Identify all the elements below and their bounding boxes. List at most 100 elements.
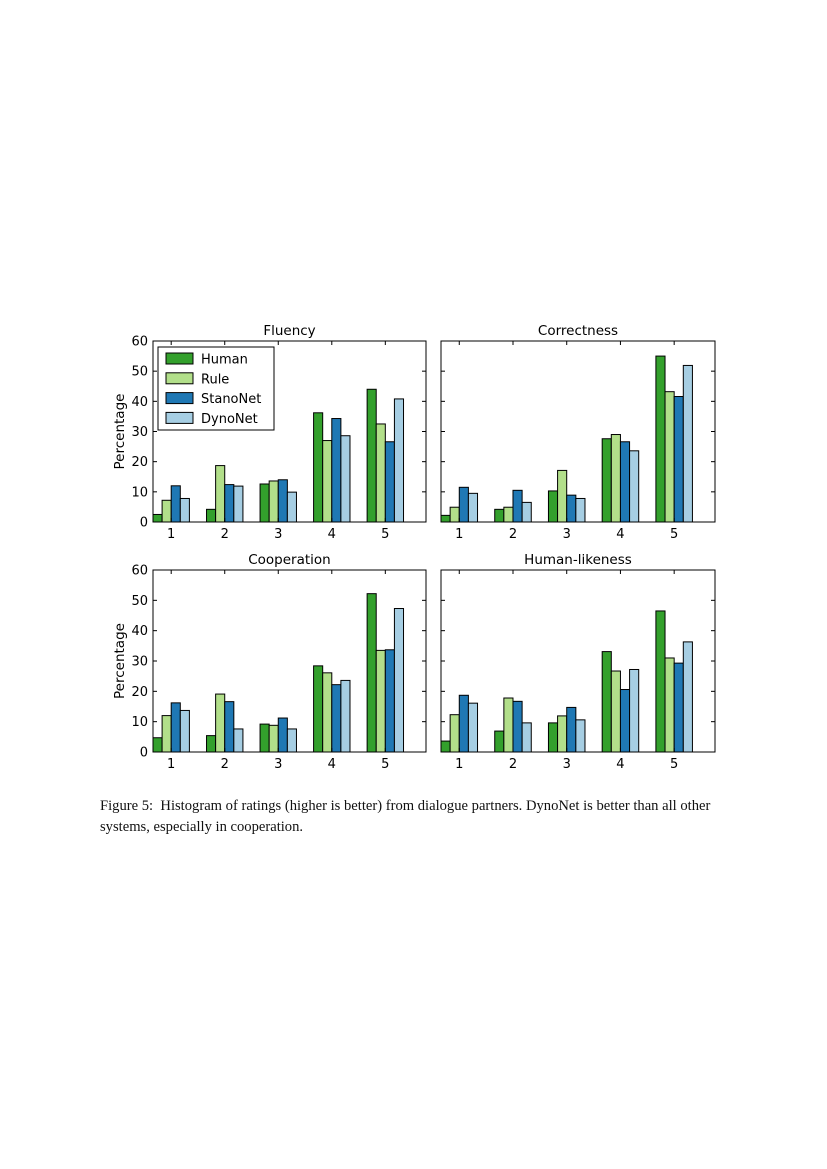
bar-rule-4	[610, 434, 621, 523]
bar-human-3	[259, 723, 270, 753]
x-tick-label: 2	[221, 757, 229, 772]
bar-human-2	[206, 735, 217, 753]
bar-stanonet-1	[170, 702, 181, 753]
bar-human-2	[206, 508, 217, 523]
bar-dynonet-1	[179, 709, 190, 753]
x-tick-label: 2	[509, 527, 517, 542]
bar-dynonet-2	[233, 728, 244, 753]
bar-rule-5	[664, 657, 675, 753]
bar-rule-4	[322, 672, 333, 753]
x-tick-label: 2	[221, 527, 229, 542]
bar-rule-2	[215, 693, 226, 753]
bar-dynonet-2	[233, 485, 244, 523]
bar-dynonet-4	[629, 450, 640, 523]
chart-title: Fluency	[263, 323, 315, 339]
caption-text: Histogram of ratings (higher is better) …	[100, 798, 715, 835]
chart-panel-2: 1 2 3 4 5 Correctness	[440, 323, 716, 542]
legend-label-rule: Rule	[201, 372, 229, 387]
bar-dynonet-3	[286, 728, 297, 753]
bar-human-3	[547, 490, 559, 523]
legend-swatch-dynonet	[165, 411, 194, 424]
y-tick-label: 50	[131, 365, 148, 380]
y-tick-label: 60	[131, 335, 148, 350]
chart-panel-1: 0 10 20 30 40 50 60 1 2 3 4 5 Fluency Percentage Human…	[112, 323, 427, 542]
bar-rule-3	[268, 724, 279, 753]
bar-human-4	[313, 412, 324, 523]
bar-dynonet-2	[521, 501, 532, 523]
y-tick-label: 60	[131, 564, 148, 579]
bar-dynonet-4	[340, 679, 351, 753]
bar-stanonet-2	[512, 700, 523, 753]
bar-stanonet-4	[619, 441, 631, 523]
legend-label-stanonet: StanoNet	[201, 392, 261, 407]
y-tick-label: 40	[131, 624, 148, 639]
y-axis-label: Percentage	[112, 394, 128, 470]
bar-human-1	[440, 740, 451, 753]
y-tick-label: 50	[131, 594, 148, 609]
bar-human-1	[152, 513, 163, 523]
legend-swatch-human	[165, 352, 194, 365]
bar-stanonet-4	[331, 418, 342, 523]
x-tick-label: 4	[328, 757, 336, 772]
x-tick-label: 5	[381, 527, 389, 542]
x-tick-label: 4	[616, 757, 624, 772]
x-tick-label: 1	[167, 757, 175, 772]
x-tick-label: 1	[455, 527, 463, 542]
caption-label: Figure 5:	[100, 798, 154, 814]
bar-human-5	[655, 610, 666, 753]
bar-human-2	[494, 730, 505, 753]
bar-rule-5	[664, 391, 675, 523]
y-tick-label: 10	[131, 485, 148, 500]
chart-title: Cooperation	[248, 552, 331, 568]
y-tick-label: 20	[131, 685, 148, 700]
bar-stanonet-4	[331, 684, 342, 753]
bar-stanonet-2	[512, 489, 523, 523]
bar-human-1	[440, 514, 451, 523]
bar-dynonet-5	[682, 364, 693, 523]
x-tick-label: 3	[563, 527, 571, 542]
bar-dynonet-5	[393, 608, 405, 753]
y-axis-label: Percentage	[112, 623, 128, 699]
chart-panel-4: 1 2 3 4 5 Human-likeness	[440, 552, 716, 772]
y-tick-label: 40	[131, 395, 148, 410]
bar-human-3	[259, 483, 270, 523]
y-tick-label: 0	[140, 746, 148, 761]
bar-stanonet-4	[619, 689, 631, 753]
x-tick-label: 5	[381, 757, 389, 772]
figure-caption: Figure 5: Histogram of ratings (higher i…	[100, 796, 740, 838]
bar-human-1	[152, 737, 163, 753]
bar-rule-5	[375, 423, 386, 523]
bar-rule-1	[449, 506, 460, 523]
bar-dynonet-3	[286, 491, 297, 523]
bar-dynonet-5	[682, 641, 693, 753]
bar-rule-1	[161, 499, 172, 523]
legend-swatch-stanonet	[165, 392, 194, 405]
bar-human-4	[313, 665, 324, 753]
bar-human-2	[494, 508, 505, 523]
x-tick-label: 4	[328, 527, 336, 542]
bar-stanonet-3	[566, 706, 577, 753]
bar-stanonet-5	[673, 396, 684, 523]
y-tick-label: 0	[140, 516, 148, 531]
bar-stanonet-5	[384, 649, 395, 753]
legend: Human Rule StanoNet DynoNet	[157, 346, 275, 431]
x-tick-label: 2	[509, 757, 517, 772]
bar-rule-5	[375, 649, 386, 753]
bar-rule-3	[557, 715, 568, 753]
legend-label-human: Human	[201, 353, 248, 368]
bar-rule-4	[610, 670, 621, 753]
chart-title: Correctness	[538, 323, 618, 339]
bar-human-5	[366, 388, 377, 523]
legend-swatch-rule	[165, 372, 194, 385]
bar-dynonet-3	[575, 719, 586, 753]
bar-dynonet-4	[340, 435, 351, 523]
bar-rule-2	[503, 697, 514, 753]
bar-rule-2	[503, 506, 514, 523]
y-tick-label: 30	[131, 655, 148, 670]
x-tick-label: 1	[455, 757, 463, 772]
bar-human-4	[601, 651, 612, 753]
x-tick-label: 5	[670, 527, 678, 542]
bar-dynonet-4	[629, 668, 640, 753]
bar-stanonet-3	[277, 479, 288, 523]
bar-stanonet-1	[458, 694, 469, 753]
